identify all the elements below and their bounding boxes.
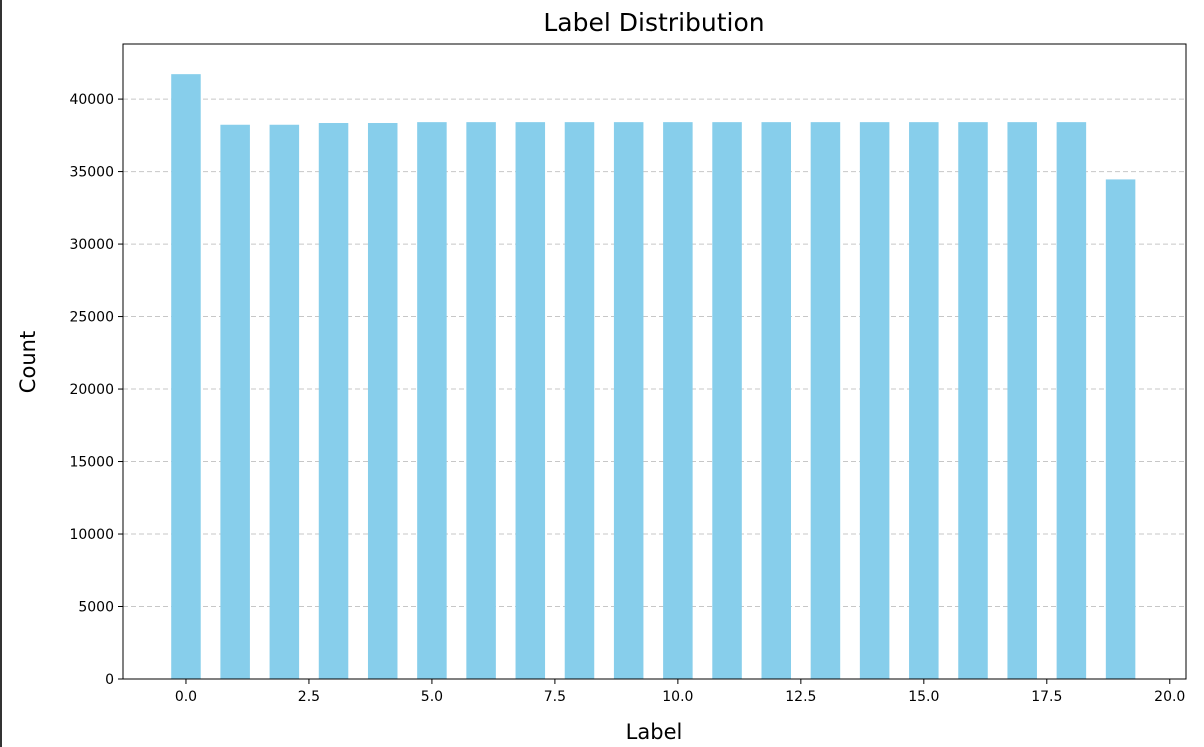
x-tick-label: 0.0 — [175, 689, 197, 705]
chart-title: Label Distribution — [543, 8, 764, 37]
x-tick-label: 7.5 — [544, 689, 566, 705]
x-tick-label: 12.5 — [785, 689, 816, 705]
bar — [564, 122, 595, 679]
x-tick-label: 20.0 — [1154, 689, 1185, 705]
y-tick-label: 10000 — [69, 527, 114, 543]
x-tick-label: 2.5 — [298, 689, 320, 705]
bar — [171, 74, 201, 679]
bar — [318, 123, 349, 679]
y-tick-label: 15000 — [69, 455, 114, 471]
bar — [466, 122, 496, 679]
bar — [1056, 122, 1087, 679]
window-border — [0, 0, 2, 747]
bar — [958, 122, 988, 679]
y-tick-label: 0 — [105, 672, 114, 688]
bar — [712, 122, 742, 679]
bar — [810, 122, 841, 679]
bar — [1105, 179, 1136, 679]
y-tick-label: 25000 — [69, 310, 114, 326]
bar — [663, 122, 693, 679]
bar — [859, 122, 890, 679]
y-tick-label: 30000 — [69, 237, 114, 253]
plot-frame — [122, 43, 1187, 680]
bar — [220, 124, 250, 680]
bar — [1007, 122, 1037, 679]
y-tick-label: 20000 — [69, 382, 114, 398]
y-tick-label: 5000 — [78, 600, 114, 616]
bar — [367, 123, 398, 679]
bar — [417, 122, 447, 679]
x-axis-label: Label — [626, 720, 683, 744]
x-tick-label: 5.0 — [421, 689, 443, 705]
bar — [269, 124, 300, 680]
x-tick-label: 17.5 — [1031, 689, 1062, 705]
y-tick-label: 35000 — [69, 165, 114, 181]
bar — [515, 122, 546, 679]
bar — [613, 122, 644, 679]
bar — [909, 122, 939, 679]
bar — [761, 122, 792, 679]
y-axis-label: Count — [16, 331, 40, 393]
x-tick-label: 10.0 — [662, 689, 693, 705]
x-tick-label: 15.0 — [908, 689, 939, 705]
y-tick-label: 40000 — [69, 92, 114, 108]
